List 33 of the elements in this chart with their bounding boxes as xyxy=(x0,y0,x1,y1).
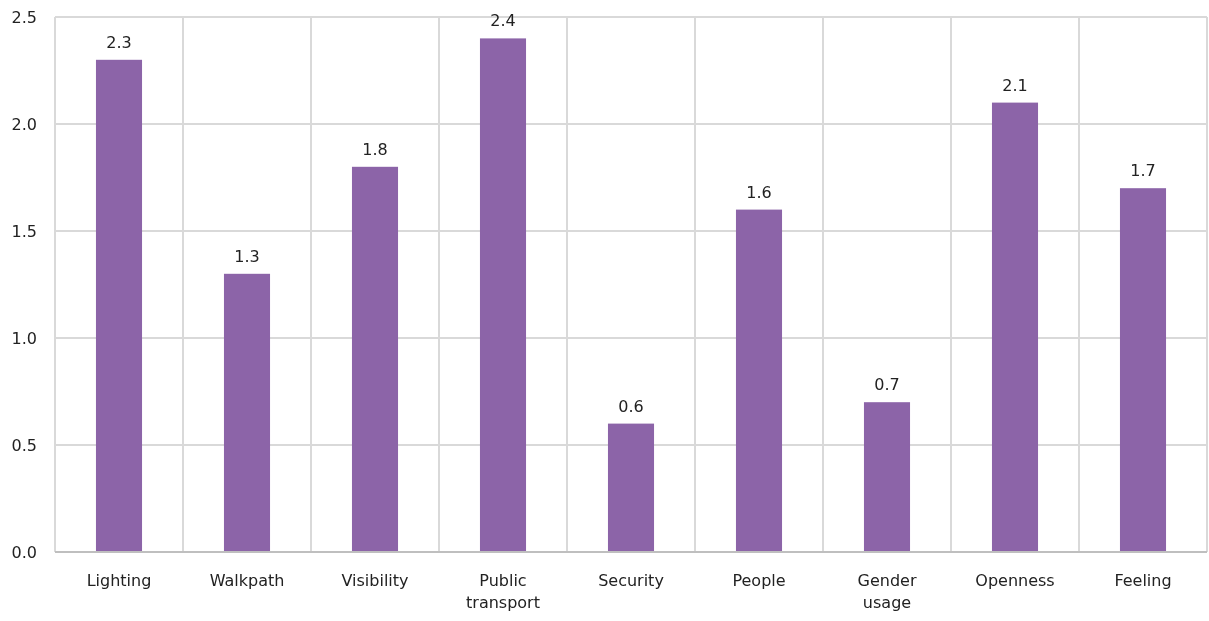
data-label: 1.8 xyxy=(362,139,388,159)
data-label: 0.7 xyxy=(874,375,900,395)
bar xyxy=(223,273,271,552)
y-tick-label: 1.5 xyxy=(11,221,37,241)
data-label: 0.6 xyxy=(618,396,644,416)
x-tick-label: Feeling xyxy=(1114,571,1172,590)
y-tick-label: 0.0 xyxy=(11,542,37,562)
data-label: 1.7 xyxy=(1130,161,1156,181)
data-label: 2.4 xyxy=(490,11,516,31)
bar xyxy=(607,423,655,552)
x-tick-label: Walkpath xyxy=(209,571,285,590)
data-label: 1.6 xyxy=(746,182,772,202)
y-tick-label: 2.5 xyxy=(11,7,37,27)
x-tick-label: Public transport xyxy=(466,571,540,612)
x-tick-label: Openness xyxy=(975,571,1055,590)
data-label: 1.3 xyxy=(234,246,260,266)
x-tick-label: Lighting xyxy=(86,571,152,590)
x-tick-label: Gender usage xyxy=(857,571,917,612)
bar xyxy=(863,402,911,552)
x-tick-label: Visibility xyxy=(341,571,409,590)
bar xyxy=(991,102,1039,552)
y-tick-label: 0.5 xyxy=(11,435,37,455)
y-tick-label: 1.0 xyxy=(11,328,37,348)
data-label: 2.3 xyxy=(106,32,132,52)
data-label: 2.1 xyxy=(1002,75,1028,95)
x-tick-label: People xyxy=(732,571,786,590)
bar xyxy=(479,38,527,552)
bar xyxy=(735,209,783,552)
bar xyxy=(351,166,399,552)
y-tick-label: 2.0 xyxy=(11,114,37,134)
bar xyxy=(1119,188,1167,552)
x-tick-label: Security xyxy=(598,571,664,590)
bar xyxy=(95,59,143,552)
